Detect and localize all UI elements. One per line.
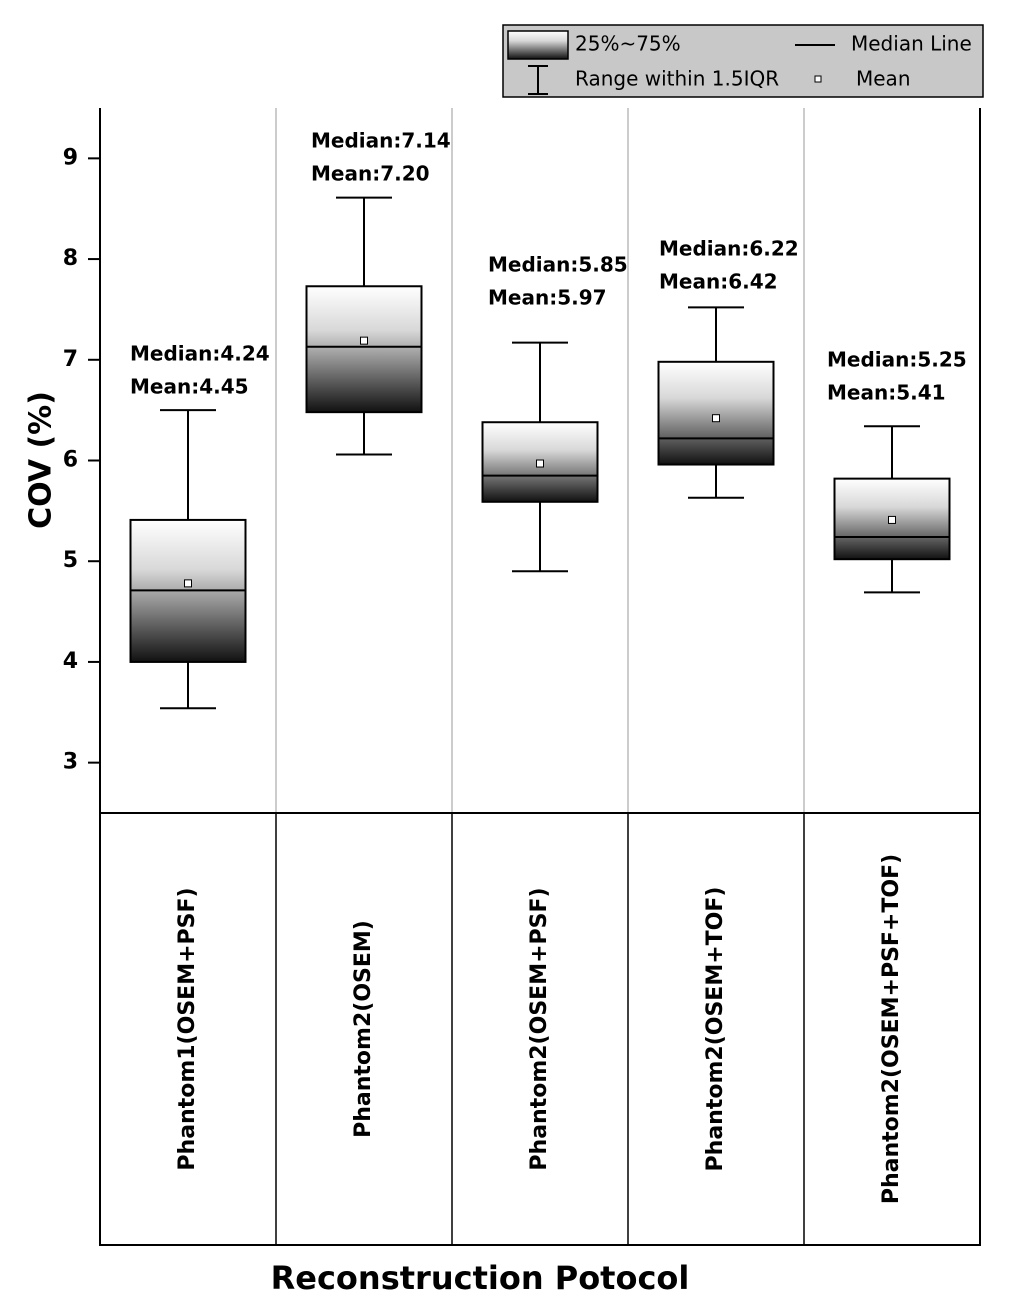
annotation: Median:5.25 [827,348,967,372]
box [657,360,775,466]
legend: 25%~75% Median Line Range within 1.5IQR … [502,24,984,98]
legend-label: 25%~75% [575,32,681,56]
mean-marker [536,459,544,468]
legend-label: Range within 1.5IQR [575,67,779,91]
legend-mean-swatch [814,75,822,83]
annotation: Mean:4.45 [130,375,249,399]
annotation: Median:5.85 [488,253,628,277]
x-tick-label: Phantom2(OSEM) [351,920,376,1138]
mean-marker [184,579,192,588]
y-tick-label: 5 [63,548,78,573]
y-tick-label: 8 [63,246,78,271]
x-tick-label: Phantom2(OSEM+PSF+TOF) [879,854,904,1204]
x-axis-label: Reconstruction Potocol [271,1259,690,1297]
x-tick-label: Phantom2(OSEM+TOF) [703,887,728,1172]
legend-label: Median Line [851,32,972,56]
y-tick-label: 4 [63,649,78,674]
y-tick-label: 6 [63,448,78,473]
y-tick-label: 7 [63,347,78,372]
annotation: Median:7.14 [311,129,451,153]
annotation: Mean:5.97 [488,286,607,310]
mean-marker [360,336,368,345]
annotation: Mean:7.20 [311,162,430,186]
legend-frame [502,24,984,98]
x-tick-label: Phantom1(OSEM+PSF) [175,887,200,1170]
x-tick-label: Phantom2(OSEM+PSF) [527,887,552,1170]
legend-box-swatch [507,30,569,60]
legend-whisker-swatch [528,65,548,95]
y-axis-label: COV (%) [24,391,59,529]
y-tick-label: 9 [63,145,78,170]
annotation: Median:6.22 [659,237,799,261]
box [305,285,423,414]
annotation: Mean:5.41 [827,381,946,405]
axis-frame [99,108,981,1246]
legend-label: Mean [856,67,911,91]
annotation: Median:4.24 [130,342,270,366]
mean-marker [888,515,896,524]
annotation: Mean:6.42 [659,270,778,294]
y-tick-label: 3 [63,750,78,775]
mean-marker [712,414,720,423]
